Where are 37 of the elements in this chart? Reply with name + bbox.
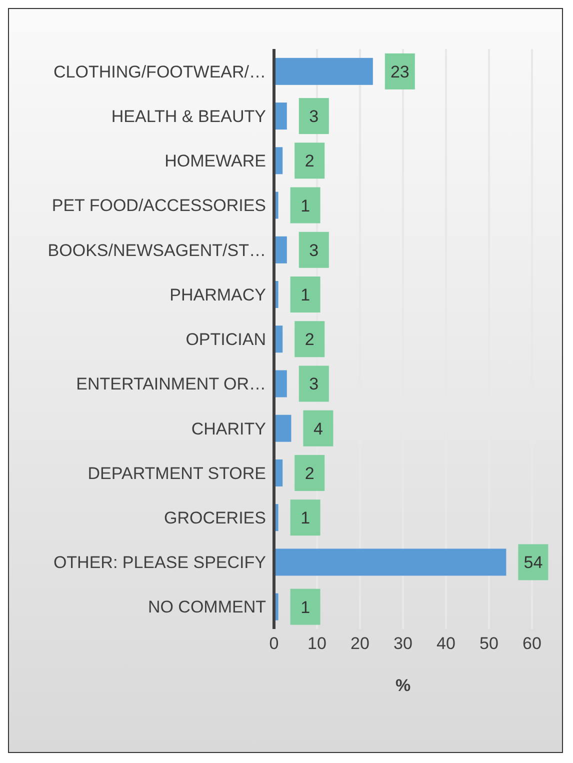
x-axis-title: % xyxy=(395,676,411,695)
data-label: 3 xyxy=(309,240,319,260)
bar xyxy=(274,414,292,442)
y-tick-label: ENTERTAINMENT OR… xyxy=(76,374,266,394)
y-tick-label: BOOKS/NEWSAGENT/ST… xyxy=(48,240,266,260)
data-label: 23 xyxy=(390,62,410,82)
data-label: 1 xyxy=(300,508,310,528)
x-tick-label: 30 xyxy=(394,634,412,654)
x-tick-label: 0 xyxy=(269,634,279,654)
data-label: 2 xyxy=(304,464,314,483)
data-label: 1 xyxy=(300,196,310,216)
y-tick-label: NO COMMENT xyxy=(148,598,266,617)
y-tick-label: DEPARTMENT STORE xyxy=(88,464,266,483)
data-label: 1 xyxy=(300,286,310,304)
y-tick-label: OPTICIAN xyxy=(186,330,266,350)
y-tick-label: GROCERIES xyxy=(164,508,266,528)
bar xyxy=(274,58,373,85)
bar xyxy=(274,548,506,576)
data-label: 3 xyxy=(309,107,319,126)
data-label: 4 xyxy=(313,419,323,438)
data-label: 54 xyxy=(524,553,543,572)
data-label: 2 xyxy=(304,152,314,171)
y-tick-label: HOMEWARE xyxy=(164,152,266,171)
y-tick-label: CHARITY xyxy=(191,419,266,438)
y-tick-label: HEALTH & BEAUTY xyxy=(111,106,266,126)
data-label: 1 xyxy=(300,598,310,617)
x-tick-label: 60 xyxy=(522,634,542,654)
x-tick-label: 20 xyxy=(350,634,370,654)
y-tick-label: PHARMACY xyxy=(170,285,266,304)
x-tick-label: 40 xyxy=(436,634,456,654)
data-label: 2 xyxy=(304,330,314,350)
x-tick-label: 50 xyxy=(480,634,498,654)
x-tick-label: 10 xyxy=(308,634,326,654)
y-tick-label: PET FOOD/ACCESSORIES xyxy=(52,196,266,216)
y-tick-label: CLOTHING/FOOTWEAR/… xyxy=(54,62,266,82)
data-label: 3 xyxy=(309,374,319,394)
y-tick-label: OTHER: PLEASE SPECIFY xyxy=(53,553,266,572)
